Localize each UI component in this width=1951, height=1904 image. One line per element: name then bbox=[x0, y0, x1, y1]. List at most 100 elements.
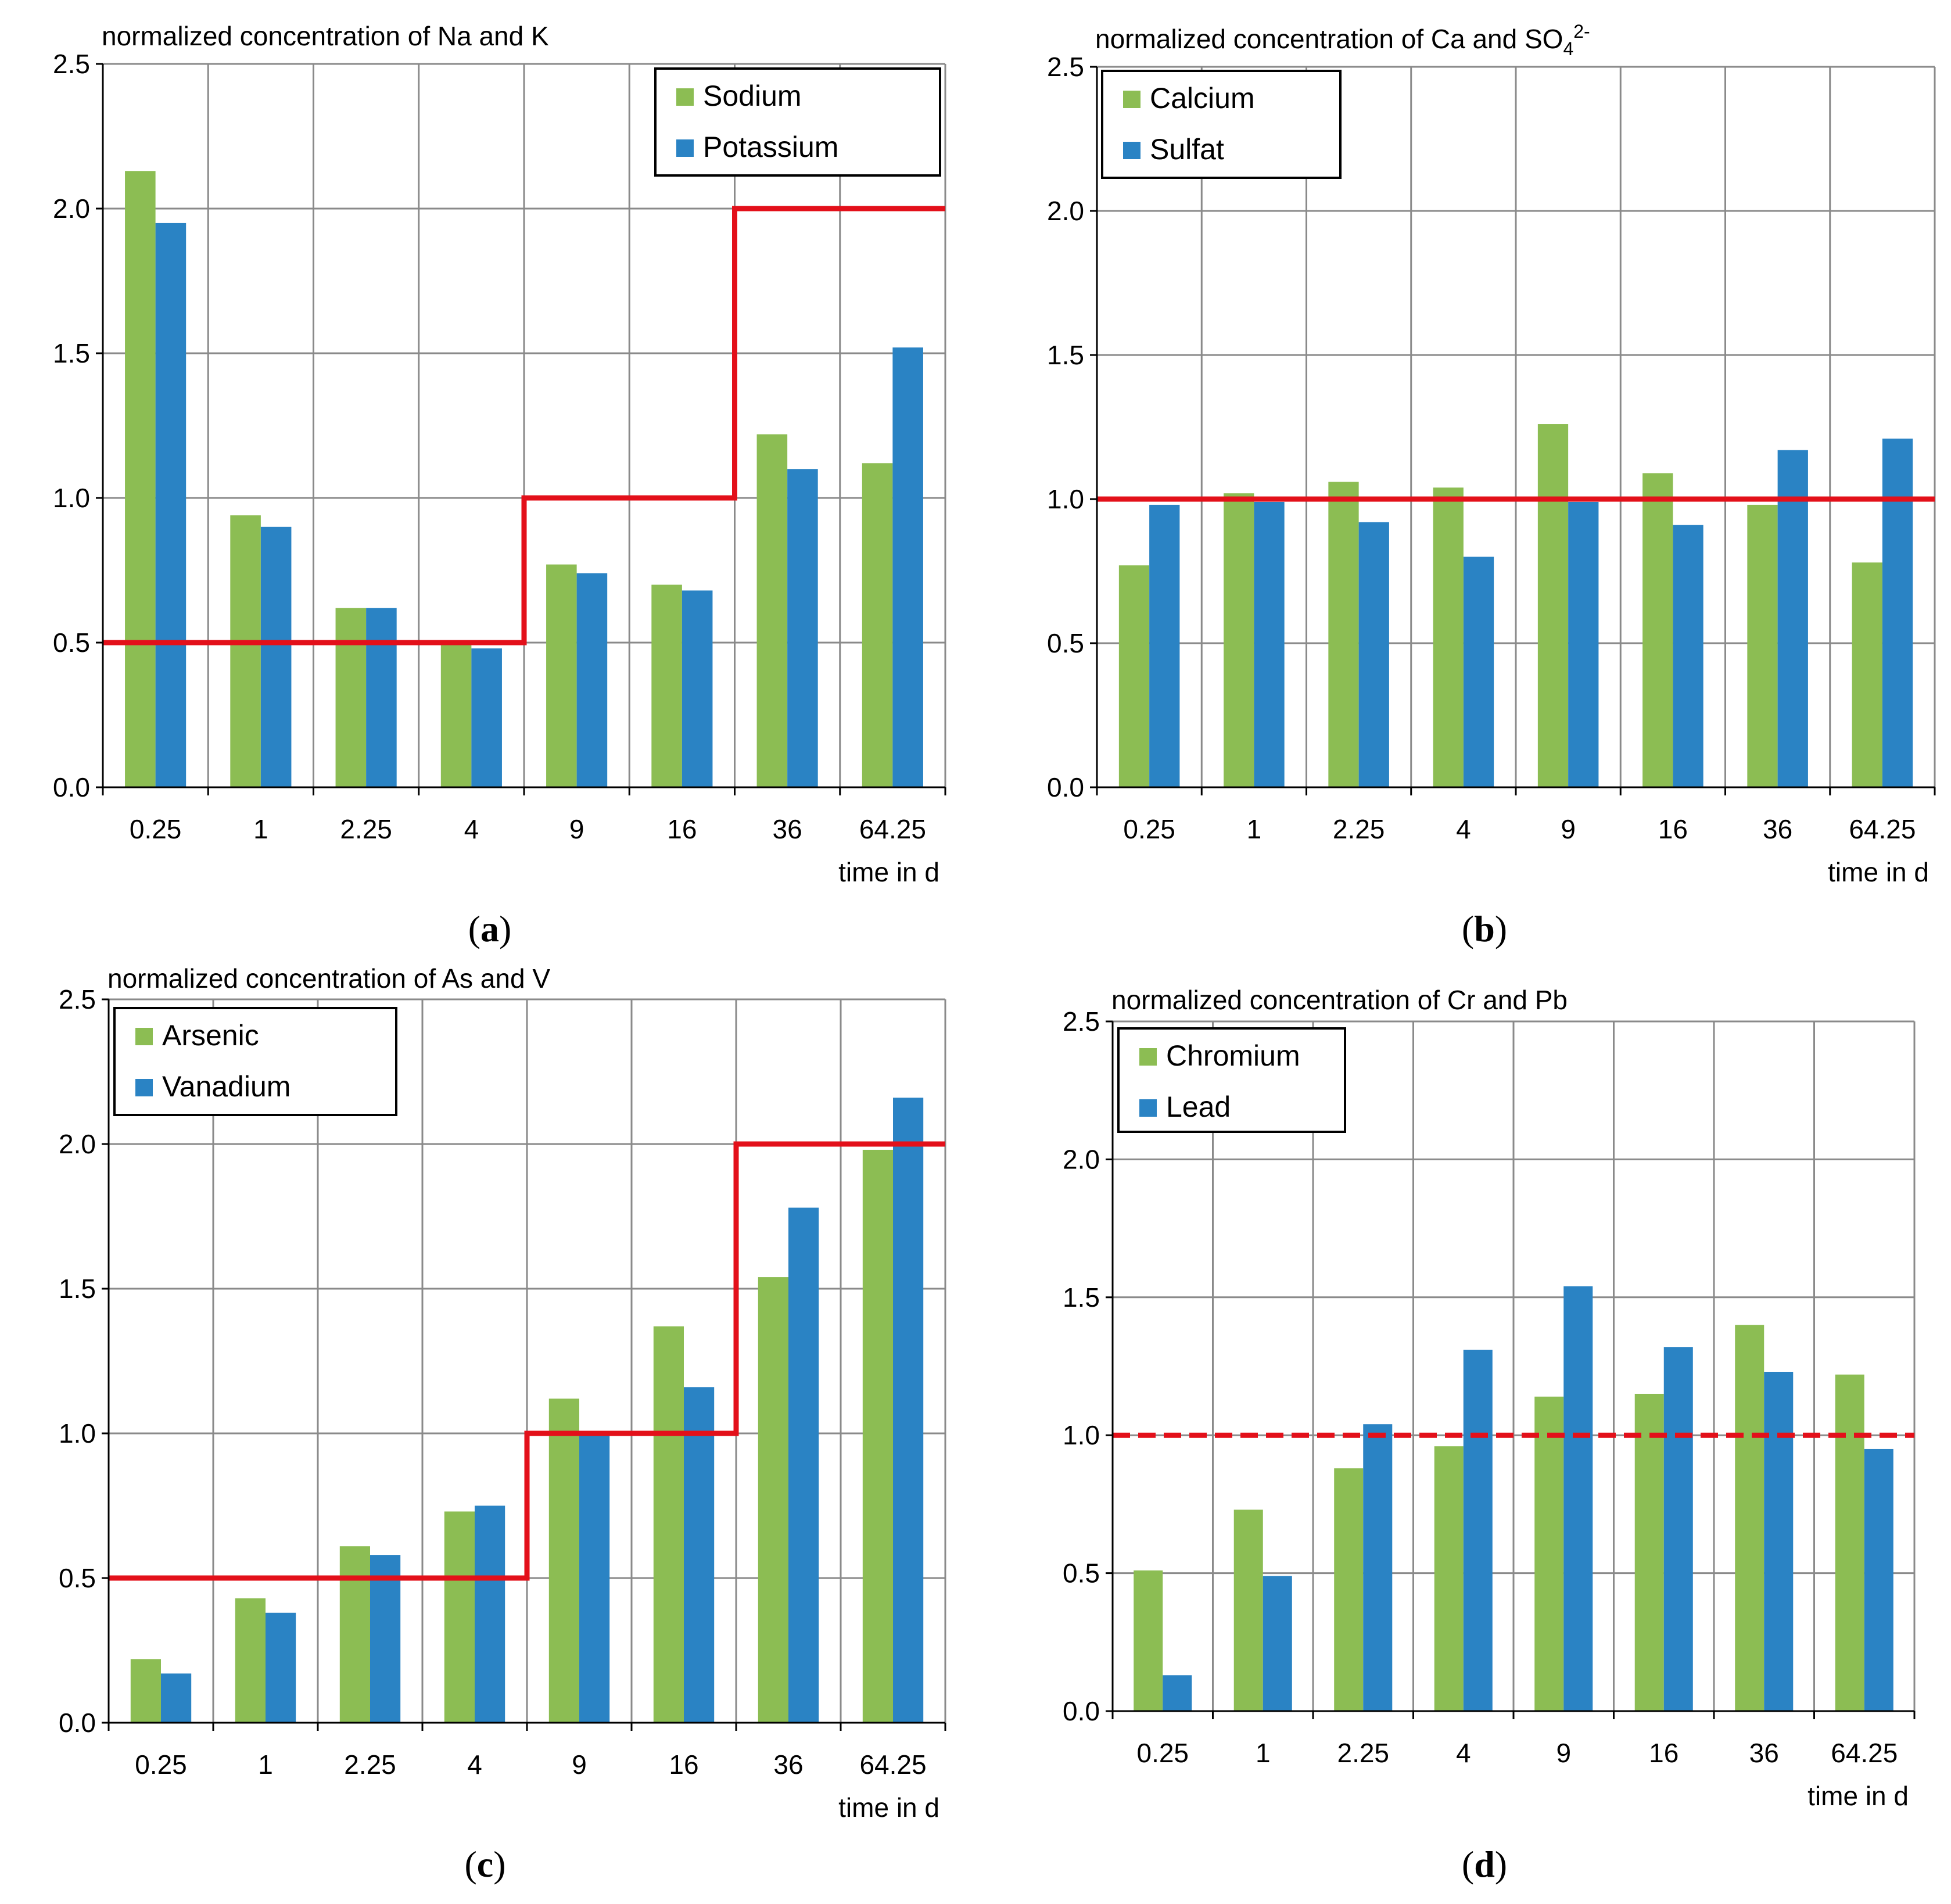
bar-arsenic-2.25 bbox=[339, 1546, 370, 1723]
bar-chromium-36 bbox=[1735, 1325, 1764, 1711]
x-tick-label: 2.25 bbox=[1337, 1738, 1389, 1768]
legend-label-chromium: Chromium bbox=[1166, 1039, 1300, 1072]
bar-sodium-1 bbox=[230, 515, 261, 787]
chart-title: normalized concentration of Ca and SO42- bbox=[1095, 21, 1590, 59]
x-tick-label: 0.25 bbox=[135, 1749, 187, 1780]
panel-caption: (d) bbox=[1462, 1844, 1507, 1885]
x-tick-label: 16 bbox=[667, 814, 697, 844]
bar-vanadium-0.25 bbox=[161, 1673, 192, 1723]
x-axis-label: time in d bbox=[1807, 1781, 1909, 1811]
x-tick-label: 36 bbox=[1763, 814, 1792, 844]
bar-potassium-2.25 bbox=[366, 608, 397, 787]
caption-part: d bbox=[1474, 1844, 1495, 1885]
chart-title-subscript: 4 bbox=[1563, 38, 1573, 59]
legend-label-arsenic: Arsenic bbox=[162, 1019, 259, 1052]
x-tick-label: 9 bbox=[1561, 814, 1576, 844]
caption-part: ( bbox=[464, 1844, 476, 1885]
chart-title-superscript: 2- bbox=[1573, 21, 1590, 42]
caption-part: ) bbox=[493, 1844, 505, 1885]
y-tick-label: 2.5 bbox=[1063, 1006, 1100, 1037]
bar-sodium-4 bbox=[440, 643, 472, 787]
bar-sodium-64.25 bbox=[862, 463, 893, 787]
x-tick-label: 1 bbox=[258, 1749, 273, 1780]
caption-part: ( bbox=[1462, 1844, 1474, 1885]
bar-sulfat-4 bbox=[1463, 557, 1494, 787]
x-tick-label: 4 bbox=[1456, 814, 1471, 844]
bar-chromium-64.25 bbox=[1835, 1374, 1864, 1711]
legend-swatch-chromium bbox=[1139, 1048, 1157, 1066]
x-axis-label: time in d bbox=[838, 1792, 939, 1823]
bar-potassium-9 bbox=[576, 573, 608, 787]
chart-panel-d: 0.0 0.5 1.0 1.5 2.0 2.5 0.25 1 2.25 4 9 16 36 64.25 ti… bbox=[1063, 985, 1916, 1885]
x-tick-label: 9 bbox=[572, 1749, 587, 1780]
bar-chromium-2.25 bbox=[1334, 1468, 1364, 1711]
x-tick-label: 16 bbox=[669, 1749, 698, 1780]
y-tick-label: 1.5 bbox=[1063, 1282, 1100, 1313]
x-tick-label: 36 bbox=[773, 814, 802, 844]
bar-vanadium-2.25 bbox=[370, 1555, 401, 1723]
bar-arsenic-36 bbox=[758, 1277, 788, 1723]
y-tick-label: 1.5 bbox=[53, 338, 90, 368]
bar-sodium-2.25 bbox=[335, 608, 367, 787]
bar-potassium-1 bbox=[260, 526, 292, 787]
threshold-line bbox=[109, 1141, 945, 1581]
bar-vanadium-36 bbox=[788, 1207, 819, 1723]
y-tick-label: 2.5 bbox=[59, 984, 96, 1014]
bar-potassium-4 bbox=[471, 648, 502, 787]
x-tick-label: 16 bbox=[1649, 1738, 1679, 1768]
y-tick-label: 1.5 bbox=[59, 1274, 96, 1304]
legend: Chromium Lead bbox=[1117, 1027, 1346, 1133]
y-tick-label: 2.5 bbox=[1047, 52, 1084, 82]
threshold-line bbox=[103, 206, 945, 646]
legend-label-potassium: Potassium bbox=[703, 131, 838, 163]
y-tick-label: 1.0 bbox=[1063, 1420, 1100, 1450]
legend-label-calcium: Calcium bbox=[1150, 82, 1255, 114]
x-tick-label: 64.25 bbox=[1831, 1738, 1898, 1768]
legend-box bbox=[654, 67, 941, 177]
legend: Calcium Sulfat bbox=[1101, 70, 1342, 179]
bar-sulfat-36 bbox=[1777, 450, 1808, 787]
x-tick-label: 4 bbox=[1456, 1738, 1471, 1768]
y-tick-label: 0.0 bbox=[1047, 772, 1084, 802]
x-tick-label: 9 bbox=[569, 814, 584, 844]
y-tick-label: 0.5 bbox=[1047, 628, 1084, 658]
x-tick-label: 64.25 bbox=[859, 814, 926, 844]
bar-lead-1 bbox=[1263, 1576, 1292, 1711]
bar-chromium-0.25 bbox=[1134, 1570, 1163, 1711]
bar-calcium-9 bbox=[1537, 424, 1569, 787]
x-tick-label: 64.25 bbox=[1849, 814, 1916, 844]
bar-vanadium-4 bbox=[475, 1505, 505, 1723]
bar-sulfat-9 bbox=[1568, 501, 1599, 787]
caption-part: ) bbox=[499, 908, 511, 949]
y-tick-label: 1.0 bbox=[1047, 484, 1084, 514]
bar-sulfat-64.25 bbox=[1882, 438, 1913, 787]
caption-part: c bbox=[477, 1844, 493, 1885]
chart-title-text: normalized concentration of Ca and SO bbox=[1095, 24, 1563, 54]
bar-potassium-64.25 bbox=[892, 347, 923, 787]
bar-sodium-16 bbox=[651, 585, 682, 787]
x-tick-label: 36 bbox=[773, 1749, 803, 1780]
x-tick-label: 2.25 bbox=[1333, 814, 1385, 844]
caption-part: ) bbox=[1495, 908, 1507, 949]
legend-swatch-potassium bbox=[676, 139, 694, 157]
bar-sulfat-0.25 bbox=[1149, 504, 1180, 787]
bar-calcium-0.25 bbox=[1118, 565, 1150, 787]
x-tick-label: 1 bbox=[1256, 1738, 1271, 1768]
chart-panel-b: 0.0 0.5 1.0 1.5 2.0 2.5 0.25 1 2.25 4 9 16 36 64.25 ti… bbox=[1047, 21, 1936, 949]
bar-sodium-9 bbox=[546, 564, 577, 787]
chart-title: normalized concentration of Cr and Pb bbox=[1111, 985, 1568, 1015]
x-axis-label: time in d bbox=[838, 857, 939, 887]
y-tick-label: 1.0 bbox=[59, 1418, 96, 1448]
chart-title-text: normalized concentration of Na and K bbox=[102, 21, 549, 51]
bar-vanadium-1 bbox=[266, 1612, 296, 1723]
bar-chromium-16 bbox=[1634, 1393, 1664, 1711]
x-tick-label: 36 bbox=[1749, 1738, 1779, 1768]
legend-swatch-calcium bbox=[1123, 91, 1141, 108]
bar-arsenic-64.25 bbox=[862, 1149, 893, 1723]
y-tick-label: 0.5 bbox=[53, 628, 90, 658]
bar-lead-0.25 bbox=[1163, 1675, 1192, 1711]
bar-sulfat-16 bbox=[1673, 525, 1703, 787]
bar-calcium-2.25 bbox=[1328, 482, 1359, 787]
chart-panel-c: 0.0 0.5 1.0 1.5 2.0 2.5 0.25 1 2.25 4 9 16 36 64.25 ti… bbox=[59, 963, 946, 1885]
